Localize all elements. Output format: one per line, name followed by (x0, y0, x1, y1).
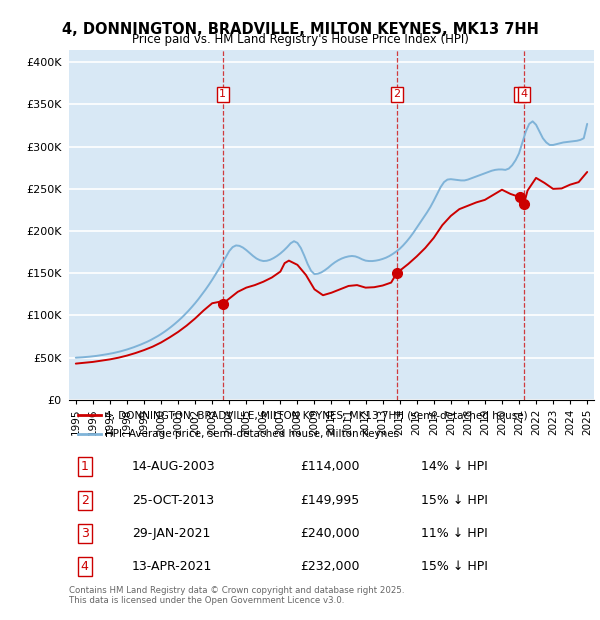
Text: £114,000: £114,000 (300, 460, 359, 473)
Text: 15% ↓ HPI: 15% ↓ HPI (421, 560, 488, 574)
Text: 4, DONNINGTON, BRADVILLE, MILTON KEYNES, MK13 7HH (semi-detached house): 4, DONNINGTON, BRADVILLE, MILTON KEYNES,… (105, 410, 527, 420)
Text: 3: 3 (517, 89, 524, 99)
Text: 29-JAN-2021: 29-JAN-2021 (132, 527, 211, 540)
Text: 1: 1 (81, 460, 89, 473)
Text: 4: 4 (520, 89, 527, 99)
Text: 11% ↓ HPI: 11% ↓ HPI (421, 527, 487, 540)
Text: Contains HM Land Registry data © Crown copyright and database right 2025.
This d: Contains HM Land Registry data © Crown c… (69, 586, 404, 605)
Text: 3: 3 (81, 527, 89, 540)
Text: 2: 2 (81, 494, 89, 507)
Text: 13-APR-2021: 13-APR-2021 (132, 560, 212, 574)
Text: 4: 4 (81, 560, 89, 574)
Text: 25-OCT-2013: 25-OCT-2013 (132, 494, 214, 507)
Text: 14-AUG-2003: 14-AUG-2003 (132, 460, 215, 473)
Text: 14% ↓ HPI: 14% ↓ HPI (421, 460, 487, 473)
Text: 2: 2 (393, 89, 400, 99)
Text: 4, DONNINGTON, BRADVILLE, MILTON KEYNES, MK13 7HH: 4, DONNINGTON, BRADVILLE, MILTON KEYNES,… (62, 22, 538, 37)
Text: £240,000: £240,000 (300, 527, 359, 540)
Text: 15% ↓ HPI: 15% ↓ HPI (421, 494, 488, 507)
Text: £232,000: £232,000 (300, 560, 359, 574)
Text: £149,995: £149,995 (300, 494, 359, 507)
Text: Price paid vs. HM Land Registry's House Price Index (HPI): Price paid vs. HM Land Registry's House … (131, 33, 469, 46)
Text: 1: 1 (219, 89, 226, 99)
Text: HPI: Average price, semi-detached house, Milton Keynes: HPI: Average price, semi-detached house,… (105, 429, 399, 439)
